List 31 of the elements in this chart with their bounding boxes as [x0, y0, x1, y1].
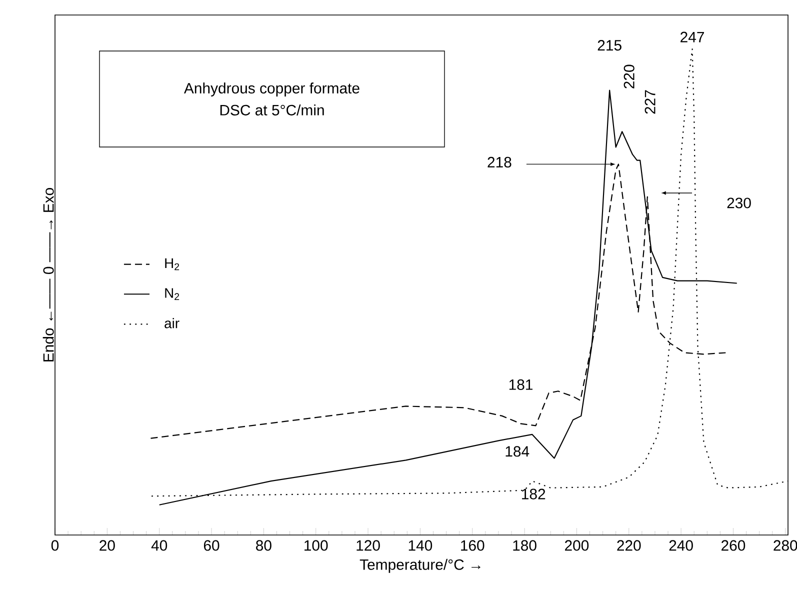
annotation: 247	[680, 32, 704, 42]
x-tick-label: 240	[669, 540, 693, 551]
x-tick-label: 40	[151, 540, 168, 551]
y-axis-title: Endo ←—— 0 ——→ Exo	[42, 188, 54, 362]
text: Anhydrous copper formate	[184, 82, 360, 96]
x-axis-title: Temperature/°C →	[360, 558, 480, 573]
x-tick-label: 160	[461, 540, 484, 551]
annotation: 230	[727, 198, 751, 208]
x-tick-label: 100	[304, 540, 328, 551]
x-tick-label: 180	[513, 540, 536, 551]
x-tick-label: 280	[774, 540, 797, 551]
x-tick-label: 80	[256, 540, 272, 551]
annotation: 215	[598, 40, 622, 51]
legend-label: N$_{2}$	[165, 288, 180, 300]
x-tick-label: 220	[617, 540, 641, 551]
x-tick-label: 140	[408, 540, 432, 551]
x-tick-label: 0	[51, 540, 59, 551]
x-tick-label: 260	[722, 540, 746, 551]
legend-label: air	[164, 318, 180, 328]
legend-label: H$_{2}$	[165, 258, 180, 270]
annotation: 220	[624, 64, 634, 88]
annotation: 184	[506, 446, 530, 457]
annotation: 218	[488, 156, 512, 168]
annotation: 182	[522, 488, 546, 500]
annotation: 227	[644, 90, 656, 114]
x-tick-label: 60	[204, 540, 220, 551]
x-tick-label: 120	[356, 540, 380, 551]
annotation: 181	[509, 379, 532, 390]
x-tick-label: 20	[100, 540, 115, 551]
x-tick-label: 200	[564, 540, 589, 551]
text: DSC at 5°C/min	[220, 104, 324, 116]
